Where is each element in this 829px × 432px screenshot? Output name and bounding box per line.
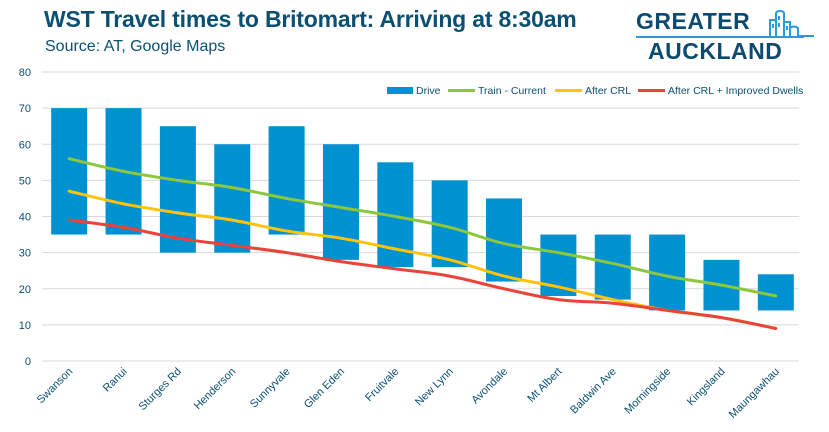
x-tick-label: Ranui [101, 366, 130, 395]
logo-text-auckland: AUCKLAND [648, 38, 783, 64]
y-tick-label: 0 [25, 356, 31, 368]
y-tick-label: 50 [19, 175, 31, 187]
chart-title: WST Travel times to Britomart: Arriving … [44, 6, 577, 32]
x-tick-label: Baldwin Ave [568, 366, 619, 417]
drive-bar [268, 126, 305, 235]
greater-auckland-logo: GREATER AUCKLAND [636, 8, 814, 64]
x-axis: Swanson Ranui Sturges Rd Henderson Sunnyvale… [35, 366, 782, 421]
y-tick-label: 30 [19, 248, 31, 260]
legend: Drive Train - Current After CRL After CRL +… [387, 85, 803, 97]
x-tick-label: Swanson [35, 366, 75, 406]
x-tick-label: Mt Albert [525, 366, 564, 405]
legend-swatch-bar [387, 87, 413, 94]
y-axis: 0 10 20 30 40 50 60 70 80 [19, 67, 31, 368]
drive-bar [214, 144, 251, 253]
x-tick-label: Fruitvale [363, 366, 401, 404]
x-tick-label: Sturges Rd [137, 366, 184, 413]
legend-label: Train - Current [478, 85, 546, 97]
legend-label: After CRL + Improved Dwells [668, 85, 803, 97]
y-tick-label: 10 [19, 320, 31, 332]
x-tick-label: Henderson [192, 366, 239, 413]
logo-underline [636, 36, 804, 38]
drive-bar [51, 108, 88, 235]
legend-label: After CRL [585, 85, 631, 97]
x-tick-label: New Lynn [413, 366, 456, 409]
legend-item: Drive [387, 85, 441, 97]
drive-bar [159, 126, 196, 253]
x-tick-label: Morningside [622, 366, 673, 417]
series-line-after-crl-improved-dwells [67, 218, 778, 330]
y-tick-label: 40 [19, 212, 31, 224]
x-tick-label: Kingsland [685, 366, 728, 409]
train-lines [67, 157, 778, 330]
legend-item: Train - Current [448, 85, 546, 97]
legend-item: After CRL [555, 85, 631, 97]
x-tick-label: Maungawhau [727, 366, 782, 421]
y-tick-label: 20 [19, 284, 31, 296]
x-tick-label: Avondale [469, 366, 510, 407]
city-buildings-icon [769, 10, 814, 37]
chart-subtitle: Source: AT, Google Maps [45, 38, 226, 55]
drive-bar [322, 144, 359, 260]
logo-text-greater: GREATER [636, 8, 751, 34]
legend-label: Drive [416, 85, 441, 97]
y-tick-label: 60 [19, 139, 31, 151]
gridlines [42, 71, 799, 362]
series-line-train-current [67, 157, 778, 298]
x-tick-label: Sunnyvale [248, 366, 293, 411]
legend-item: After CRL + Improved Dwells [638, 85, 803, 97]
y-tick-label: 70 [19, 103, 31, 115]
y-tick-label: 80 [19, 67, 31, 79]
x-tick-label: Glen Eden [302, 366, 347, 411]
